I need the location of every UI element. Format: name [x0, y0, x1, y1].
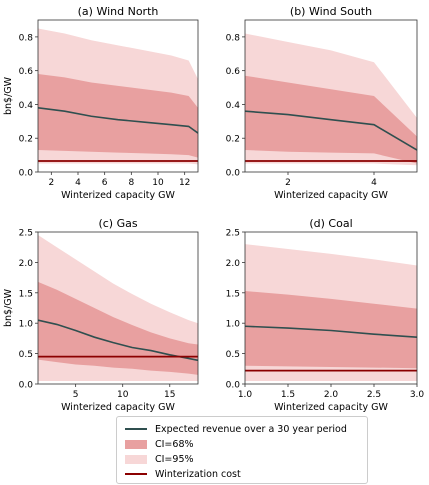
legend-swatch-ci95 — [125, 454, 147, 464]
panel-4-ytick-label: 1.5 — [226, 289, 240, 299]
panel-3-frame — [37, 231, 199, 385]
panel-1-ci68-band — [38, 74, 198, 158]
panel-1-ytick-label: 0.2 — [19, 135, 33, 145]
legend-item-expected-revenue: Expected revenue over a 30 year period — [125, 422, 347, 436]
panel-3-c-gas: 0.0 0.5 1.0 1.5 2.0 2.5 5 10 15 (c) Gas Winterized… — [3, 217, 199, 413]
panel-1-xtick-label: 6 — [102, 178, 108, 188]
panel-4-plot-area — [245, 244, 417, 381]
panel-2-ytick-label: 0.8 — [226, 33, 241, 43]
panel-4-ytick-label: 2.0 — [226, 259, 241, 269]
panel-4-xtick-label: 3.0 — [410, 390, 425, 400]
panel-1-plot-area — [38, 28, 198, 165]
panel-1-xtick-label: 2 — [48, 178, 54, 188]
panel-1-a-wind-north: 0.0 0.2 0.4 0.6 0.8 2 4 6 8 10 12 (a) Wind North Win… — [3, 5, 199, 201]
panel-1-title: (a) Wind North — [78, 5, 159, 18]
panel-4-xlabel: Winterized capacity GW — [274, 402, 388, 413]
panel-3-xlabel: Winterized capacity GW — [61, 402, 175, 413]
legend-label-cost: Winterization cost — [155, 468, 241, 480]
legend: Expected revenue over a 30 year period C… — [116, 416, 368, 484]
legend-label-ci68: CI=68% — [155, 438, 194, 450]
panel-1-expected-revenue-line — [38, 107, 198, 134]
legend-swatch-ci68 — [125, 439, 147, 449]
panel-1-frame — [37, 19, 199, 173]
panel-3-xtick-label: 5 — [73, 390, 79, 400]
panel-4-expected-revenue-line — [245, 325, 417, 338]
legend-swatch-mean — [125, 428, 147, 430]
panel-2-title: (b) Wind South — [290, 5, 372, 18]
panel-2-ytick-label: 0.0 — [226, 169, 241, 179]
panel-4-title: (d) Coal — [309, 217, 352, 230]
panel-2-plot-area — [245, 33, 417, 166]
panel-2-ytick-label: 0.4 — [226, 101, 241, 111]
panel-3-ylabel: bn$/GW — [3, 288, 14, 327]
legend-label-mean: Expected revenue over a 30 year period — [155, 423, 347, 435]
panel-4-xtick-label: 1.5 — [281, 390, 295, 400]
panel-1-xlabel: Winterized capacity GW — [61, 190, 175, 201]
panel-2-xtick-label: 4 — [371, 178, 377, 188]
panel-1-xtick-label: 8 — [128, 178, 134, 188]
panel-2-frame — [244, 19, 418, 173]
panel-1-ytick-label: 0.0 — [19, 169, 34, 179]
panel-3-ytick-label: 1.0 — [19, 320, 34, 330]
panel-2-xlabel: Winterized capacity GW — [274, 190, 388, 201]
panel-3-title: (c) Gas — [98, 217, 137, 230]
panel-2-ytick-label: 0.2 — [226, 135, 240, 145]
panel-3-plot-area — [38, 235, 198, 381]
panel-4-d-coal: 0.0 0.5 1.0 1.5 2.0 2.5 1.0 1.5 2.0 2.5 3.0 (d) Coa… — [226, 217, 425, 413]
panel-1-xtick-label: 12 — [179, 178, 190, 188]
panel-4-ytick-label: 1.0 — [226, 320, 241, 330]
panel-3-xtick-label: 10 — [117, 390, 129, 400]
panel-3-ytick-label: 2.0 — [19, 259, 34, 269]
legend-item-winterization-cost: Winterization cost — [125, 467, 241, 481]
panel-4-ci68-band — [245, 290, 417, 369]
panel-3-ytick-label: 0.5 — [19, 350, 33, 360]
panel-4-ytick-label: 0.5 — [226, 350, 240, 360]
panel-1-ytick-label: 0.8 — [19, 33, 34, 43]
legend-item-ci95: CI=95% — [125, 452, 194, 466]
panel-3-xtick-label: 15 — [164, 390, 175, 400]
panel-4-xtick-label: 2.5 — [367, 390, 381, 400]
panel-1-xtick-label: 10 — [152, 178, 164, 188]
panel-4-ytick-label: 2.5 — [226, 229, 240, 239]
panel-1-ytick-label: 0.6 — [19, 67, 34, 77]
panel-1-ytick-label: 0.4 — [19, 101, 34, 111]
panel-1-ylabel: bn$/GW — [3, 76, 14, 115]
panel-2-ytick-label: 0.6 — [226, 67, 241, 77]
panel-4-xtick-label: 2.0 — [324, 390, 339, 400]
panel-3-ytick-label: 0.0 — [19, 381, 34, 391]
panel-3-ytick-label: 1.5 — [19, 289, 33, 299]
panel-4-ytick-label: 0.0 — [226, 381, 241, 391]
panel-4-xtick-label: 1.0 — [238, 390, 253, 400]
legend-item-ci68: CI=68% — [125, 437, 194, 451]
panel-2-b-wind-south: 0.0 0.2 0.4 0.6 0.8 2 4 (b) Wind South Winterize… — [226, 5, 418, 201]
panel-3-ytick-label: 2.5 — [19, 229, 33, 239]
legend-swatch-cost — [125, 473, 147, 475]
panel-1-xtick-label: 4 — [75, 178, 81, 188]
panel-2-xtick-label: 2 — [285, 178, 291, 188]
panel-2-expected-revenue-line — [245, 110, 417, 151]
legend-label-ci95: CI=95% — [155, 453, 194, 465]
